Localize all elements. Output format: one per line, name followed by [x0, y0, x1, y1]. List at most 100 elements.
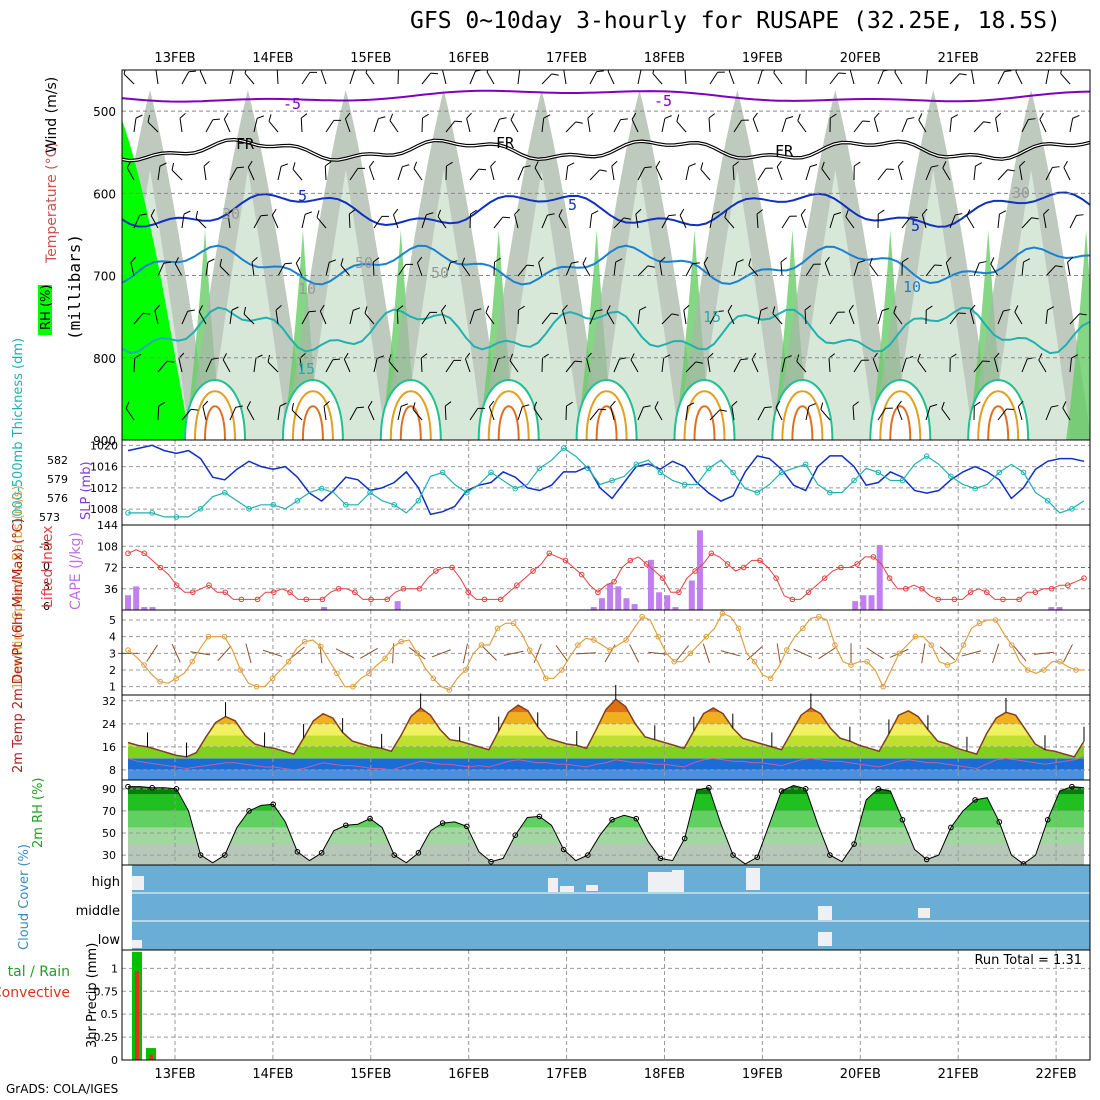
wind-barb [466, 112, 472, 133]
pressure-tick: 600 [93, 187, 116, 201]
temp-contour-25 [585, 390, 628, 440]
wind-barb [517, 264, 535, 277]
cape-bar [852, 601, 859, 610]
wind-barb [442, 70, 448, 85]
wind-barb [776, 160, 783, 181]
wind-barb [243, 306, 255, 325]
wind-barb [973, 360, 990, 373]
day-label-top: 18FEB [644, 51, 685, 66]
wind-barb [171, 162, 183, 181]
wind-barb [517, 70, 527, 85]
wind-barb [416, 256, 423, 277]
wind-barb [925, 70, 935, 85]
wind-barb [708, 113, 716, 133]
wind-barb [445, 120, 463, 133]
wind-barb [756, 209, 764, 229]
temp-band [128, 723, 1084, 736]
lifted-index-series-marker [254, 596, 261, 603]
wind-barb [637, 306, 647, 325]
cloud-fraction-block [548, 878, 558, 892]
thickness-series-marker [246, 506, 252, 512]
thickness-series-marker [730, 469, 736, 476]
wind-barb [541, 114, 551, 133]
wind-barb [775, 400, 783, 421]
day-label-bottom: 14FEB [252, 1067, 293, 1082]
wind-barb [757, 406, 772, 421]
wind-barb [1045, 70, 1056, 85]
cape-bar [615, 586, 622, 610]
wind-barb [853, 260, 866, 277]
wind-barb [373, 355, 385, 373]
wind-barb [661, 214, 676, 229]
temp-tick: 8 [109, 764, 116, 777]
thickness-series-marker [512, 485, 519, 492]
wind-barb [324, 161, 332, 181]
surface-wind-barb [245, 643, 252, 664]
wind-barb [852, 401, 860, 421]
contour-label: FR [496, 134, 515, 152]
wind-barb [901, 216, 918, 229]
wind-barb [268, 114, 279, 133]
wind-barb [679, 208, 687, 229]
wind-barb [538, 256, 544, 277]
cloud-fraction-block [818, 932, 832, 946]
cross-section-field: -5 -5 FR FR FR 5 5 5 10 10 15 15 30 30 50 50 [122, 70, 1090, 440]
cloud-fraction-block [918, 908, 930, 918]
wind-speed-series-marker [1008, 642, 1015, 648]
wind-barb [781, 355, 792, 373]
wind-barb [392, 208, 399, 229]
cape-bar [141, 607, 148, 610]
slp-axis-label: SLP (mb) [79, 461, 94, 520]
lifted-index-series-marker [740, 564, 747, 571]
wind-speed-series-marker [398, 638, 404, 645]
wind-barb [421, 113, 429, 133]
wind-barb [685, 262, 700, 277]
lifted-index-series-marker [416, 585, 423, 592]
rh-series-marker [972, 797, 978, 803]
wind-barb [797, 113, 807, 133]
precip-convective-bar [135, 971, 139, 1060]
li-tick: 0 [43, 560, 50, 573]
cloud-background [132, 865, 1090, 950]
thickness-series-marker [149, 510, 156, 516]
temp2m-axis-label: 2m Temp 2m DewPt (6hr Min/Max) (°C) [11, 518, 26, 773]
rh-series-marker [294, 848, 301, 855]
pressure-tick: 700 [93, 270, 116, 284]
wind-speed-series-marker [157, 678, 163, 685]
wind-barb [709, 310, 724, 325]
wind-barb [253, 115, 265, 133]
wind-barb [733, 259, 744, 277]
wind-speed-series-marker [767, 675, 774, 682]
wind-barb [562, 304, 568, 325]
temp-contour-20 [281, 379, 344, 440]
lifted-index-series-marker [335, 585, 342, 592]
lifted-index-series-marker [919, 585, 925, 592]
lifted-index-series-marker [1016, 596, 1022, 603]
surface-wind-barb [146, 644, 158, 662]
lifted-index-series-marker [789, 596, 796, 603]
surface-wind-barb [818, 647, 836, 660]
surface-wind-barb [793, 648, 813, 658]
wind-barb [444, 401, 452, 421]
lifted-index-series-marker [319, 596, 326, 603]
day-label-bottom: 15FEB [350, 1067, 391, 1082]
wind-barb [821, 161, 831, 181]
wind-barb [316, 210, 327, 229]
wind-barb [541, 312, 559, 325]
rh-series-marker [464, 823, 470, 830]
wind-barb [349, 406, 365, 421]
lifted-index-series-marker [384, 596, 391, 603]
cape-bar [133, 586, 140, 610]
wind-barb [1021, 118, 1036, 133]
lifted-index-series-marker [206, 582, 212, 589]
wind-barb [709, 71, 725, 85]
temp-contour-20 [967, 379, 1030, 440]
temp-tick: 16 [102, 741, 116, 754]
wind-barb [493, 216, 511, 229]
wind-barb [493, 117, 507, 133]
wind-barb [445, 260, 458, 277]
contour-label: 5 [298, 187, 307, 205]
wind-barb [661, 115, 672, 133]
wind-barb [973, 261, 987, 277]
wind-barb [780, 257, 788, 277]
